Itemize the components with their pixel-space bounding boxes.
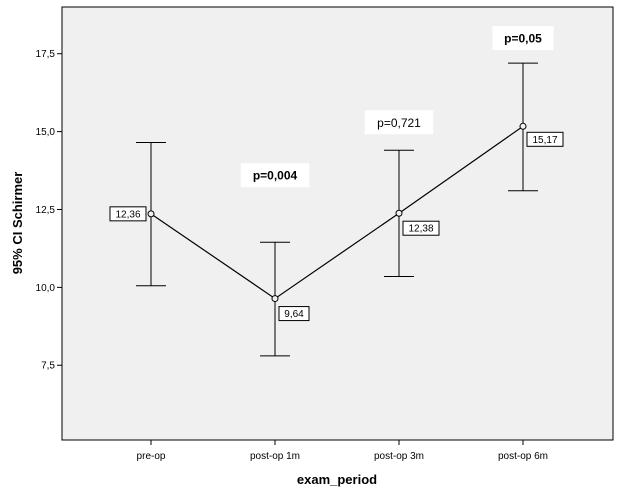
mean-point — [395, 209, 403, 217]
data-label: 15,17 — [532, 135, 557, 146]
data-label-box — [402, 220, 440, 236]
annotation-box — [492, 26, 554, 51]
annotation-box — [240, 163, 310, 188]
x-tick-label: post-op 3m — [374, 451, 424, 462]
mean-line — [150, 125, 524, 300]
mean-point — [271, 295, 279, 303]
data-label-box — [526, 131, 564, 147]
y-tick-label: 7,5 — [41, 361, 55, 372]
y-axis-title: 95% CI Schirmer — [10, 172, 25, 275]
annotations: p=0,004 p=0,721 p=0,05 — [240, 26, 554, 188]
data-label: 12,38 — [408, 224, 433, 235]
p-value-annotation: p=0,004 — [253, 169, 298, 183]
x-tick-label: pre-op — [137, 451, 166, 462]
mean-point — [519, 122, 527, 130]
data-label: 12,36 — [115, 209, 140, 220]
y-tick-label: 17,5 — [36, 49, 56, 60]
data-label-box — [278, 306, 310, 322]
y-tick-label: 12,5 — [36, 205, 56, 216]
x-tick-label: post-op 1m — [250, 451, 300, 462]
mean-point — [147, 210, 155, 218]
x-tick-label: post-op 6m — [498, 451, 548, 462]
series: 12,36 9,64 12,38 15,17 — [109, 62, 564, 357]
p-value-annotation: p=0,721 — [377, 116, 421, 130]
data-label-box — [109, 206, 147, 222]
y-tick-label: 15,0 — [36, 127, 56, 138]
data-label: 9,64 — [284, 309, 304, 320]
y-axis: 7,5 10,0 12,5 15,0 17,5 — [36, 49, 62, 372]
annotation-box — [364, 110, 434, 135]
y-tick-label: 10,0 — [36, 283, 56, 294]
p-value-annotation: p=0,05 — [504, 32, 542, 46]
plot-area — [61, 6, 614, 441]
x-axis-title: exam_period — [297, 472, 377, 487]
x-axis: pre-op post-op 1m post-op 3m post-op 6m — [137, 440, 548, 462]
